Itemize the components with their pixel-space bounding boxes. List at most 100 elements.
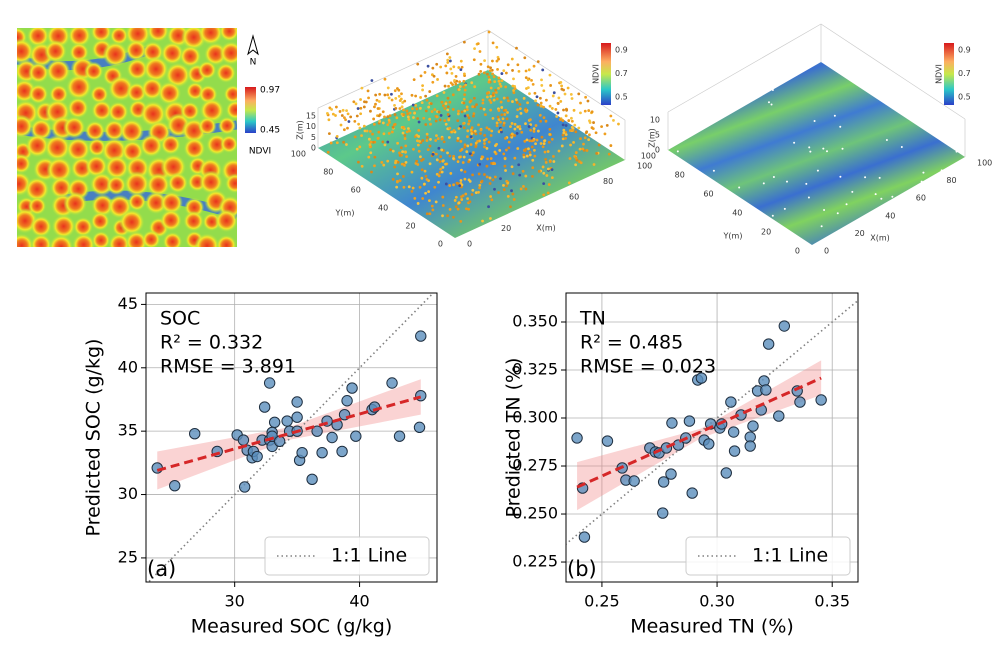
canopy-point (567, 181, 571, 185)
map-crown (28, 196, 47, 216)
canopy-point (470, 132, 474, 136)
canopy-point (388, 121, 391, 124)
data-point (326, 431, 338, 444)
x-tick-label: 100 (977, 159, 992, 168)
x-tick-label: 40 (535, 208, 545, 217)
canopy-point (443, 119, 447, 123)
canopy-point (502, 121, 506, 125)
canopy-point (497, 118, 501, 121)
canopy-point (609, 114, 613, 118)
canopy-point (491, 93, 495, 97)
canopy-point (499, 84, 503, 88)
canopy-point (412, 78, 416, 82)
canopy-point (585, 130, 589, 134)
canopy-point (387, 118, 391, 122)
canopy-point (484, 137, 488, 141)
canopy-point (531, 166, 535, 170)
canopy-point (526, 101, 529, 105)
canopy-point (481, 101, 485, 105)
canopy-point (552, 160, 556, 163)
canopy-point (472, 58, 476, 62)
map-crown (214, 209, 237, 233)
canopy-point (570, 97, 574, 100)
canopy-point (465, 108, 469, 112)
canopy-point (495, 121, 499, 125)
canopy-point (393, 103, 396, 107)
map-crown (30, 215, 52, 238)
colorbar-tick: 0.9 (958, 46, 971, 55)
canopy-point (474, 132, 478, 136)
map-crown (165, 62, 191, 88)
map-crown (26, 28, 50, 47)
canopy-point (410, 170, 414, 174)
canopy-point (552, 154, 555, 158)
canopy-point (436, 78, 439, 81)
canopy-point (617, 122, 620, 126)
map-crown (198, 28, 224, 46)
canopy-point (472, 112, 476, 116)
plot-area (566, 293, 858, 582)
map-crown (107, 101, 129, 123)
canopy-point (471, 173, 474, 177)
canopy-point (446, 151, 449, 155)
canopy-point (500, 113, 504, 117)
canopy-point (586, 99, 590, 103)
canopy-point (408, 129, 411, 133)
canopy-point (382, 132, 386, 136)
data-point (251, 450, 263, 463)
canopy-point (511, 192, 515, 196)
canopy-point (425, 98, 429, 102)
map-crown (125, 231, 148, 247)
canopy-point (485, 175, 489, 179)
y-tick-label: 0.225 (512, 552, 558, 571)
canopy-point (479, 62, 483, 66)
canopy-point (480, 179, 484, 183)
canopy-point (458, 155, 461, 159)
canopy-point (583, 136, 587, 140)
canopy-point (396, 172, 399, 176)
canopy-point (513, 156, 517, 160)
canopy-point (466, 114, 470, 117)
map-crown (225, 173, 237, 194)
canopy-point (518, 173, 522, 177)
canopy-point (401, 150, 404, 154)
data-point (311, 425, 323, 437)
canopy-point (448, 59, 452, 63)
canopy-point (530, 78, 533, 82)
canopy-point (585, 149, 589, 152)
y-tick-label: 0.350 (512, 311, 558, 330)
data-point (346, 382, 358, 394)
canopy-point (579, 101, 582, 105)
ground-point (891, 195, 894, 198)
canopy-point (456, 112, 460, 116)
canopy-point (505, 117, 509, 121)
canopy-point (570, 116, 573, 120)
map-crown (17, 114, 34, 138)
canopy-point (448, 100, 452, 104)
ground-point (822, 147, 825, 150)
y-tick-label: 40 (732, 209, 742, 218)
canopy-point (396, 141, 399, 145)
map-crown (126, 58, 149, 80)
map-crown (91, 231, 111, 247)
canopy-point (462, 40, 466, 44)
map-crown (72, 233, 96, 247)
y-tick-label: 20 (761, 228, 771, 237)
canopy-point (535, 138, 539, 142)
canopy-point (497, 79, 501, 83)
canopy-point (448, 184, 452, 187)
canopy-point (542, 182, 546, 186)
canopy-point (557, 96, 561, 100)
canopy-point (561, 123, 565, 127)
canopy-point (574, 163, 578, 167)
canopy-point (393, 113, 397, 116)
canopy-point (473, 47, 476, 51)
ground-point (712, 169, 715, 172)
z-tick-label: 15 (306, 112, 316, 121)
one-to-one-line (147, 293, 435, 582)
map-crown (44, 134, 71, 161)
canopy-point (403, 137, 407, 140)
x-axis-label: Measured SOC (g/kg) (191, 616, 393, 638)
canopy-point (467, 122, 471, 126)
